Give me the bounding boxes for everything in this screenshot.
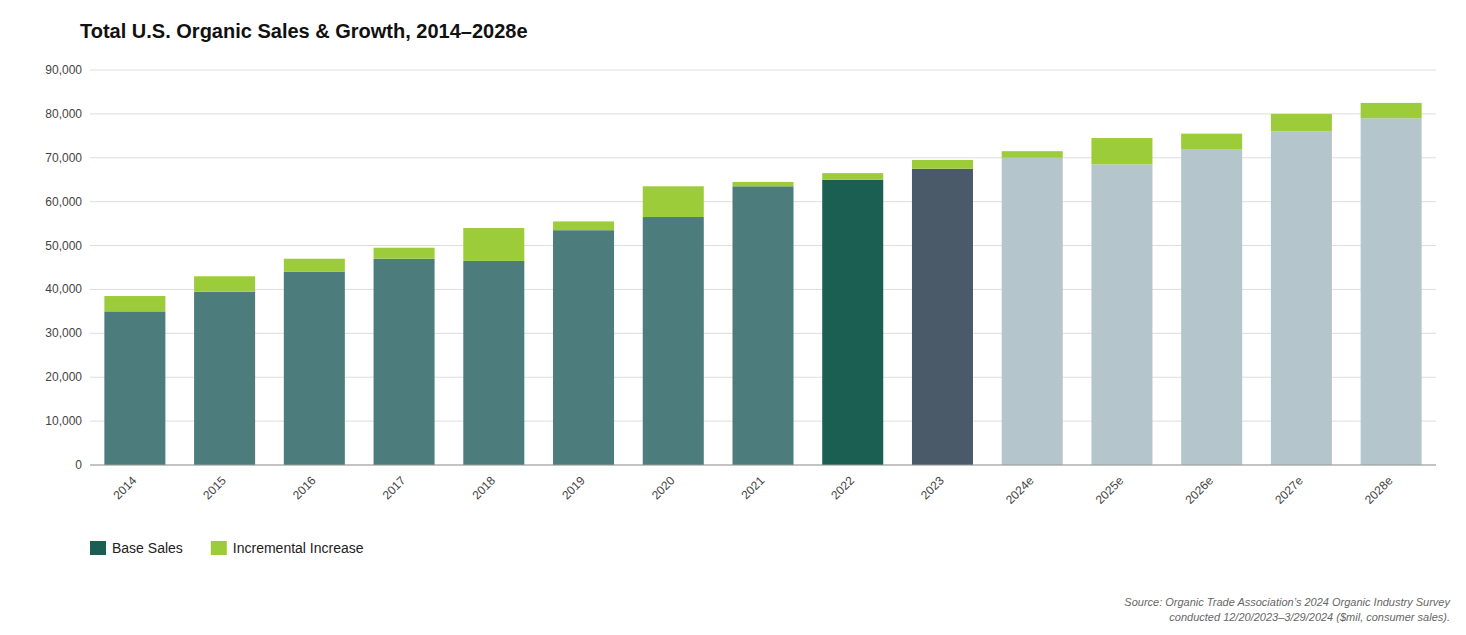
bar xyxy=(912,160,973,169)
x-tick-label: 2024e xyxy=(1003,473,1037,507)
title: Total U.S. Organic Sales & Growth, 2014–… xyxy=(80,20,528,42)
bar xyxy=(1091,138,1152,164)
bar xyxy=(374,248,435,259)
y-tick-label: 40,000 xyxy=(45,282,82,296)
source-line: conducted 12/20/2023–3/29/2024 ($mil, co… xyxy=(1169,611,1450,623)
legend: Base Sales Incremental Increase xyxy=(90,540,364,556)
bar xyxy=(104,311,165,465)
bar xyxy=(553,221,614,230)
y-tick-label: 30,000 xyxy=(45,326,82,340)
x-tick-label: 2025e xyxy=(1093,473,1127,507)
grid-line xyxy=(90,113,1436,114)
x-tick-label: 2028e xyxy=(1362,473,1396,507)
bar xyxy=(643,217,704,465)
bar xyxy=(1091,164,1152,465)
legend-swatch xyxy=(211,541,227,555)
bar xyxy=(822,173,883,180)
bar xyxy=(463,228,524,261)
bar xyxy=(643,186,704,217)
x-tick-label: 2015 xyxy=(200,473,229,502)
bar xyxy=(1271,131,1332,465)
x-axis-line xyxy=(90,465,1436,466)
y-tick-label: 70,000 xyxy=(45,151,82,165)
bar xyxy=(284,259,345,272)
y-tick-label: 80,000 xyxy=(45,107,82,121)
bar xyxy=(194,292,255,465)
legend-label: Base Sales xyxy=(112,540,183,556)
bar xyxy=(1002,151,1063,158)
y-tick-label: 10,000 xyxy=(45,414,82,428)
bar xyxy=(463,261,524,465)
bar xyxy=(822,180,883,465)
source-note: Source: Organic Trade Association’s 2024… xyxy=(1124,596,1451,623)
y-tick-label: 50,000 xyxy=(45,239,82,253)
chart: Total U.S. Organic Sales & Growth, 2014–… xyxy=(0,0,1466,635)
bar xyxy=(374,259,435,465)
bar xyxy=(1361,118,1422,465)
x-tick-label: 2023 xyxy=(918,473,947,502)
grid xyxy=(90,70,1436,465)
grid-line xyxy=(90,465,1436,466)
bar xyxy=(912,169,973,465)
x-tick-label: 2014 xyxy=(110,473,139,502)
x-tick-label: 2027e xyxy=(1272,473,1306,507)
bar xyxy=(284,272,345,465)
bar xyxy=(1181,134,1242,149)
x-tick-label: 2020 xyxy=(649,473,678,502)
y-tick-label: 90,000 xyxy=(45,63,82,77)
legend-label: Incremental Increase xyxy=(233,540,364,556)
legend-swatch xyxy=(90,541,106,555)
x-tick-label: 2019 xyxy=(559,473,588,502)
source-line: Source: Organic Trade Association’s 2024… xyxy=(1124,596,1451,608)
bar xyxy=(1002,158,1063,465)
x-tick-label: 2026e xyxy=(1183,473,1217,507)
x-tick-label: 2021 xyxy=(739,473,768,502)
y-tick-label: 60,000 xyxy=(45,195,82,209)
grid-line xyxy=(90,70,1436,71)
bar xyxy=(104,296,165,311)
bar xyxy=(194,276,255,291)
bar xyxy=(1271,114,1332,132)
bar xyxy=(1361,103,1422,118)
x-tick-label: 2017 xyxy=(380,473,409,502)
bar xyxy=(1181,149,1242,465)
y-tick-label: 20,000 xyxy=(45,370,82,384)
x-tick-label: 2016 xyxy=(290,473,319,502)
bar xyxy=(732,182,793,186)
y-tick-label: 0 xyxy=(75,458,82,472)
bar xyxy=(553,230,614,465)
bar xyxy=(732,186,793,465)
x-tick-label: 2022 xyxy=(828,473,857,502)
bars xyxy=(104,103,1421,465)
x-tick-label: 2018 xyxy=(469,473,498,502)
x-axis: 2014 2015 2016 2017 2018 2019 2020 2021 2022 2023… xyxy=(110,473,1395,507)
y-axis: 0 10,000 20,000 30,000 40,000 50,000 60,000 70,… xyxy=(45,63,82,472)
